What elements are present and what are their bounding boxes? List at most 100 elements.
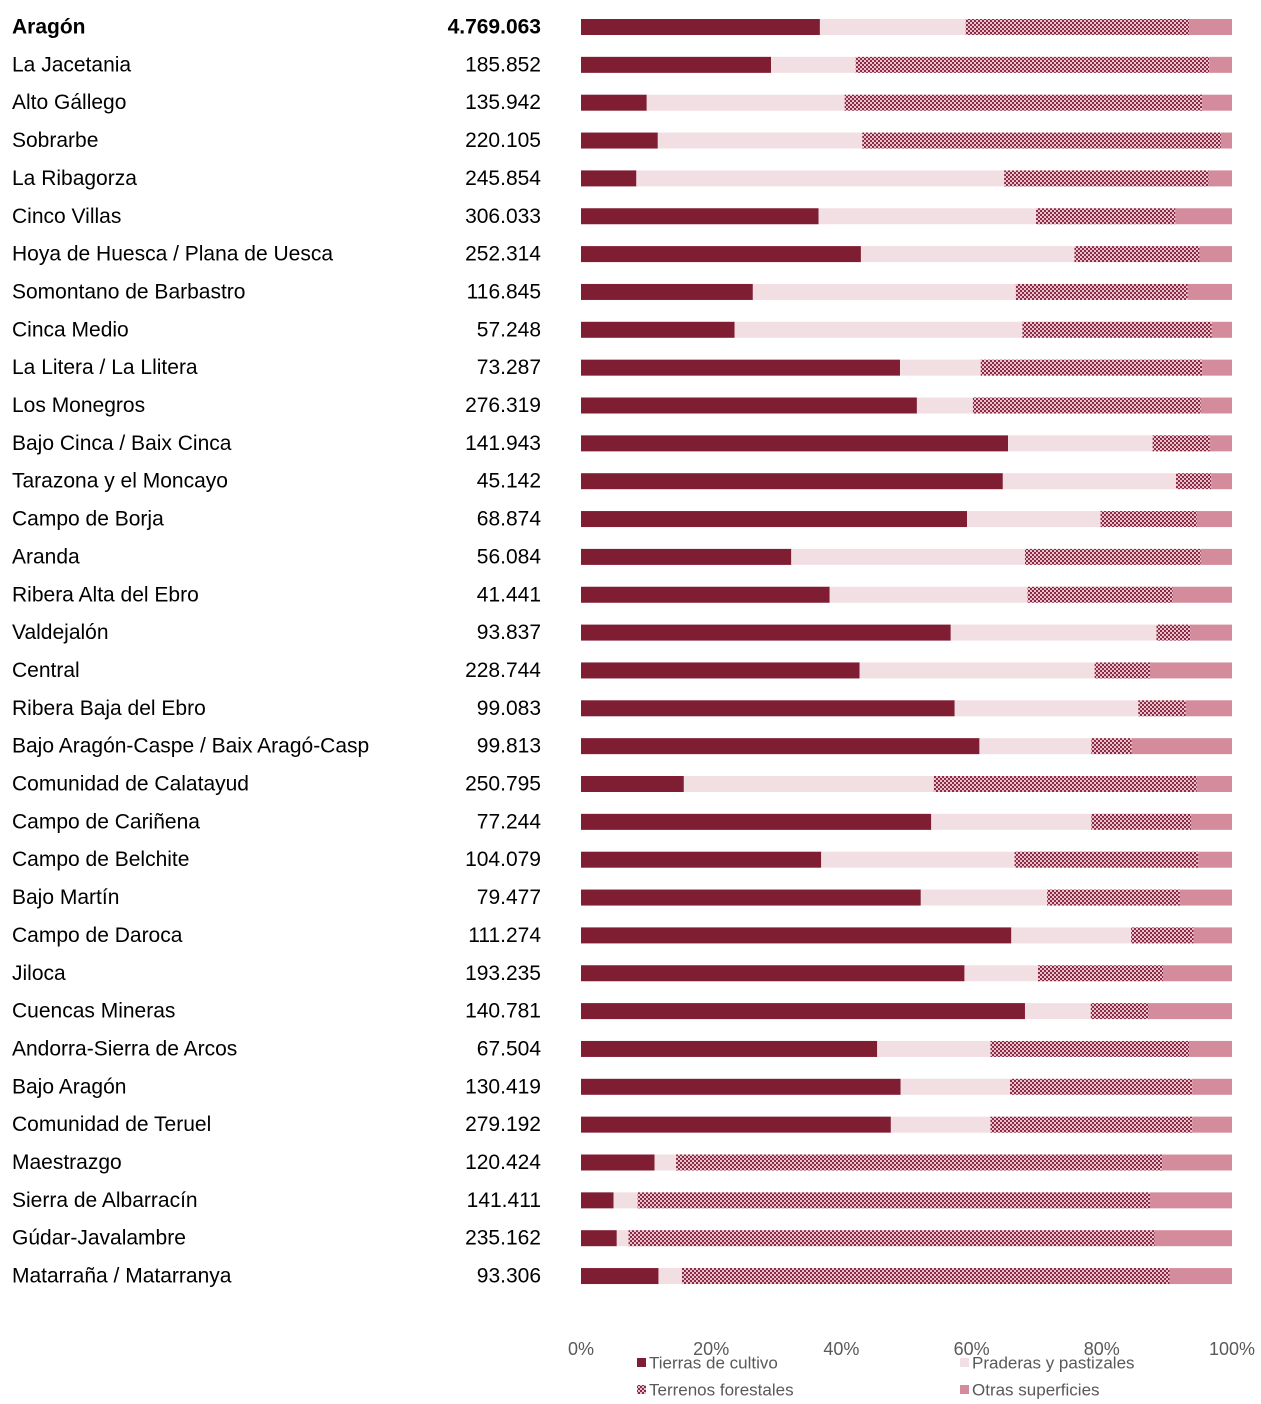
bar-segment-terrenos-forestales-aranda xyxy=(1024,548,1201,565)
bar-segment-tierras-de-cultivo-campo-de-borja xyxy=(581,511,968,528)
bar-segment-tierras-de-cultivo-somontano-de-barbastro xyxy=(581,283,753,300)
bar-segment-terrenos-forestales-bajo-cinca-baix-cinca xyxy=(1152,435,1210,452)
bar-segment-tierras-de-cultivo-aranda xyxy=(581,548,792,565)
bar-segment-terrenos-forestales-bajo-martin xyxy=(1047,889,1180,906)
category-label-ribera-baja-del-ebro: Ribera Baja del Ebro xyxy=(12,697,206,720)
total-label-aragon: 4.769.063 xyxy=(448,16,541,39)
bar-segment-terrenos-forestales-la-ribagorza xyxy=(1004,170,1209,187)
bar-segment-terrenos-forestales-campo-de-borja xyxy=(1100,511,1197,528)
bar-segment-otras-superficies-cinca-medio xyxy=(1211,321,1232,338)
category-label-campo-de-carinena: Campo de Cariñena xyxy=(12,810,200,833)
total-label-comunidad-de-teruel: 279.192 xyxy=(465,1113,541,1136)
bar-segment-terrenos-forestales-sierra-de-albarracin xyxy=(637,1192,1150,1209)
bar-segment-otras-superficies-campo-de-belchite xyxy=(1198,851,1232,868)
total-label-bajo-aragon-caspe-baix-arago-casp: 99.813 xyxy=(477,735,541,758)
total-label-los-monegros: 276.319 xyxy=(465,394,541,417)
bar-segment-tierras-de-cultivo-andorra-sierra-de-arcos xyxy=(581,1040,878,1057)
bar-segment-otras-superficies-jiloca xyxy=(1162,965,1232,982)
bar-segment-terrenos-forestales-gudar-javalambre xyxy=(628,1230,1155,1247)
total-label-hoya-de-huesca-plana-de-uesca: 252.314 xyxy=(465,243,541,266)
bar-segment-tierras-de-cultivo-gudar-javalambre xyxy=(581,1230,617,1247)
total-label-central: 228.744 xyxy=(465,659,541,682)
bar-segment-tierras-de-cultivo-matarrana-matarranya xyxy=(581,1268,659,1285)
bar-segment-otras-superficies-bajo-cinca-baix-cinca xyxy=(1209,435,1232,452)
category-label-los-monegros: Los Monegros xyxy=(12,394,145,417)
x-tick-label: 60% xyxy=(954,1339,990,1359)
category-label-valdejalon: Valdejalón xyxy=(12,621,109,644)
bar-segment-tierras-de-cultivo-bajo-aragon-caspe-baix-arago-casp xyxy=(581,738,980,755)
category-label-campo-de-borja: Campo de Borja xyxy=(12,508,164,531)
legend-swatch-otras-superficies xyxy=(960,1385,969,1394)
category-label-gudar-javalambre: Gúdar-Javalambre xyxy=(12,1227,186,1250)
bar-segment-tierras-de-cultivo-la-jacetania xyxy=(581,56,772,73)
total-label-cuencas-mineras: 140.781 xyxy=(465,1000,541,1023)
bar-segment-praderas-y-pastizales-los-monegros xyxy=(916,397,973,414)
bar-segment-otras-superficies-aranda xyxy=(1200,548,1232,565)
category-label-alto-gallego: Alto Gállego xyxy=(12,91,126,114)
total-labels: 4.769.063 185.852 135.942 220.105 245.854 306… xyxy=(448,16,542,1288)
bar-segment-terrenos-forestales-jiloca xyxy=(1038,965,1163,982)
bar-segment-tierras-de-cultivo-alto-gallego xyxy=(581,94,647,111)
bar-segment-otras-superficies-valdejalon xyxy=(1190,624,1232,641)
category-label-comunidad-de-calatayud: Comunidad de Calatayud xyxy=(12,773,249,796)
bar-segment-otras-superficies-campo-de-daroca xyxy=(1193,927,1232,944)
bar-segment-otras-superficies-bajo-martin xyxy=(1179,889,1232,906)
bar-segment-praderas-y-pastizales-bajo-aragon xyxy=(900,1078,1011,1095)
x-tick-label: 40% xyxy=(823,1339,859,1359)
bar-segment-praderas-y-pastizales-la-ribagorza xyxy=(636,170,1005,187)
bar-segment-otras-superficies-tarazona-y-el-moncayo xyxy=(1211,473,1232,490)
bar-segment-terrenos-forestales-los-monegros xyxy=(972,397,1201,414)
total-label-la-litera-la-llitera: 73.287 xyxy=(477,356,541,379)
total-label-tarazona-y-el-moncayo: 45.142 xyxy=(477,470,541,493)
bar-segment-otras-superficies-comunidad-de-teruel xyxy=(1192,1116,1232,1133)
bar-segment-praderas-y-pastizales-cuencas-mineras xyxy=(1024,1003,1091,1020)
bar-segment-otras-superficies-gudar-javalambre xyxy=(1154,1230,1232,1247)
bar-segment-praderas-y-pastizales-comunidad-de-calatayud xyxy=(683,776,934,792)
bar-segment-terrenos-forestales-hoya-de-huesca-plana-de-uesca xyxy=(1074,246,1200,263)
bar-segment-otras-superficies-bajo-aragon-caspe-baix-arago-casp xyxy=(1131,738,1232,755)
bar-segment-terrenos-forestales-campo-de-carinena xyxy=(1091,813,1191,830)
category-label-sierra-de-albarracin: Sierra de Albarracín xyxy=(12,1189,198,1212)
bar-segment-praderas-y-pastizales-somontano-de-barbastro xyxy=(752,283,1016,300)
bar-segment-praderas-y-pastizales-matarrana-matarranya xyxy=(658,1268,682,1285)
total-label-alto-gallego: 135.942 xyxy=(465,91,541,114)
bar-segment-praderas-y-pastizales-maestrazgo xyxy=(654,1154,677,1171)
total-label-bajo-aragon: 130.419 xyxy=(465,1075,541,1098)
total-label-aranda: 56.084 xyxy=(477,545,542,568)
bars-group xyxy=(581,19,1233,1285)
bar-segment-terrenos-forestales-cinco-villas xyxy=(1036,208,1176,225)
bar-segment-tierras-de-cultivo-sierra-de-albarracin xyxy=(581,1192,614,1209)
category-label-bajo-martin: Bajo Martín xyxy=(12,886,119,909)
bar-segment-terrenos-forestales-somontano-de-barbastro xyxy=(1015,283,1188,300)
category-label-la-litera-la-llitera: La Litera / La Llitera xyxy=(12,356,198,379)
bar-segment-tierras-de-cultivo-cuencas-mineras xyxy=(581,1003,1025,1020)
category-label-somontano-de-barbastro: Somontano de Barbastro xyxy=(12,280,245,303)
bar-segment-tierras-de-cultivo-ribera-baja-del-ebro xyxy=(581,700,955,717)
bar-segment-praderas-y-pastizales-hoya-de-huesca-plana-de-uesca xyxy=(860,246,1075,263)
total-label-sobrarbe: 220.105 xyxy=(465,129,541,152)
bar-segment-praderas-y-pastizales-alto-gallego xyxy=(646,94,845,111)
bar-segment-tierras-de-cultivo-comunidad-de-teruel xyxy=(581,1116,891,1133)
bar-segment-terrenos-forestales-ribera-alta-del-ebro xyxy=(1027,586,1173,603)
bar-segment-terrenos-forestales-maestrazgo xyxy=(676,1154,1163,1171)
bar-segment-otras-superficies-central xyxy=(1149,662,1232,679)
category-label-cinco-villas: Cinco Villas xyxy=(12,205,121,228)
bar-segment-tierras-de-cultivo-valdejalon xyxy=(581,624,951,641)
bar-segment-otras-superficies-bajo-aragon xyxy=(1192,1078,1232,1095)
bar-segment-tierras-de-cultivo-sobrarbe xyxy=(581,132,658,149)
bar-segment-otras-superficies-somontano-de-barbastro xyxy=(1187,283,1232,300)
bar-segment-praderas-y-pastizales-campo-de-belchite xyxy=(821,851,1015,868)
x-tick-label: 0% xyxy=(568,1339,594,1359)
bar-segment-praderas-y-pastizales-andorra-sierra-de-arcos xyxy=(877,1040,991,1057)
bar-segment-praderas-y-pastizales-central xyxy=(859,662,1095,679)
bar-segment-otras-superficies-hoya-de-huesca-plana-de-uesca xyxy=(1199,246,1232,263)
category-label-campo-de-daroca: Campo de Daroca xyxy=(12,924,183,947)
bar-segment-terrenos-forestales-sobrarbe xyxy=(862,132,1221,149)
bar-segment-terrenos-forestales-la-litera-la-llitera xyxy=(980,359,1203,376)
total-label-la-ribagorza: 245.854 xyxy=(465,167,541,190)
bar-segment-praderas-y-pastizales-la-litera-la-llitera xyxy=(899,359,981,376)
total-label-campo-de-borja: 68.874 xyxy=(477,508,542,531)
legend-swatch-tierras-de-cultivo xyxy=(637,1358,646,1367)
bar-segment-terrenos-forestales-campo-de-daroca xyxy=(1131,927,1194,944)
